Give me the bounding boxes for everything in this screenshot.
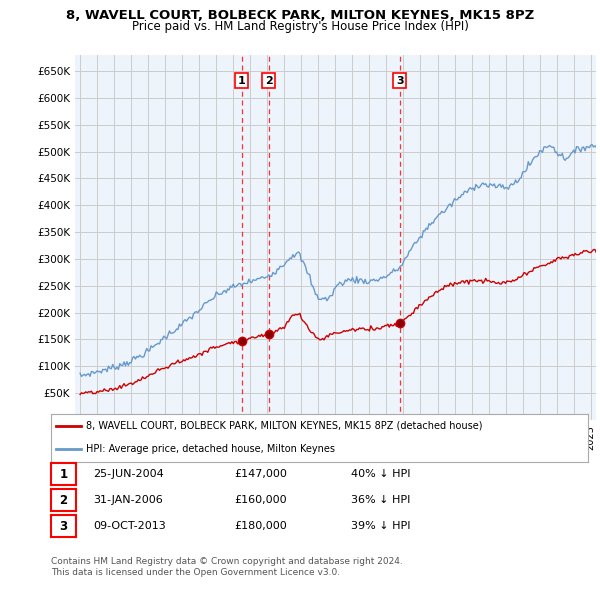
Text: 2: 2 [59, 493, 68, 506]
Text: 31-JAN-2006: 31-JAN-2006 [93, 495, 163, 505]
Text: 1: 1 [59, 467, 68, 480]
Text: 2: 2 [265, 76, 272, 86]
Text: 1: 1 [238, 76, 245, 86]
Text: 8, WAVELL COURT, BOLBECK PARK, MILTON KEYNES, MK15 8PZ: 8, WAVELL COURT, BOLBECK PARK, MILTON KE… [66, 9, 534, 22]
Text: £160,000: £160,000 [234, 495, 287, 505]
Text: £147,000: £147,000 [234, 469, 287, 479]
Text: 40% ↓ HPI: 40% ↓ HPI [351, 469, 410, 479]
Text: HPI: Average price, detached house, Milton Keynes: HPI: Average price, detached house, Milt… [86, 444, 335, 454]
Text: This data is licensed under the Open Government Licence v3.0.: This data is licensed under the Open Gov… [51, 568, 340, 577]
Text: £180,000: £180,000 [234, 521, 287, 531]
Text: Contains HM Land Registry data © Crown copyright and database right 2024.: Contains HM Land Registry data © Crown c… [51, 558, 403, 566]
Text: 39% ↓ HPI: 39% ↓ HPI [351, 521, 410, 531]
Text: 09-OCT-2013: 09-OCT-2013 [93, 521, 166, 531]
Text: 3: 3 [396, 76, 403, 86]
Text: 36% ↓ HPI: 36% ↓ HPI [351, 495, 410, 505]
Text: 3: 3 [59, 520, 68, 533]
Text: 25-JUN-2004: 25-JUN-2004 [93, 469, 164, 479]
Text: 8, WAVELL COURT, BOLBECK PARK, MILTON KEYNES, MK15 8PZ (detached house): 8, WAVELL COURT, BOLBECK PARK, MILTON KE… [86, 421, 482, 431]
Text: Price paid vs. HM Land Registry's House Price Index (HPI): Price paid vs. HM Land Registry's House … [131, 20, 469, 33]
